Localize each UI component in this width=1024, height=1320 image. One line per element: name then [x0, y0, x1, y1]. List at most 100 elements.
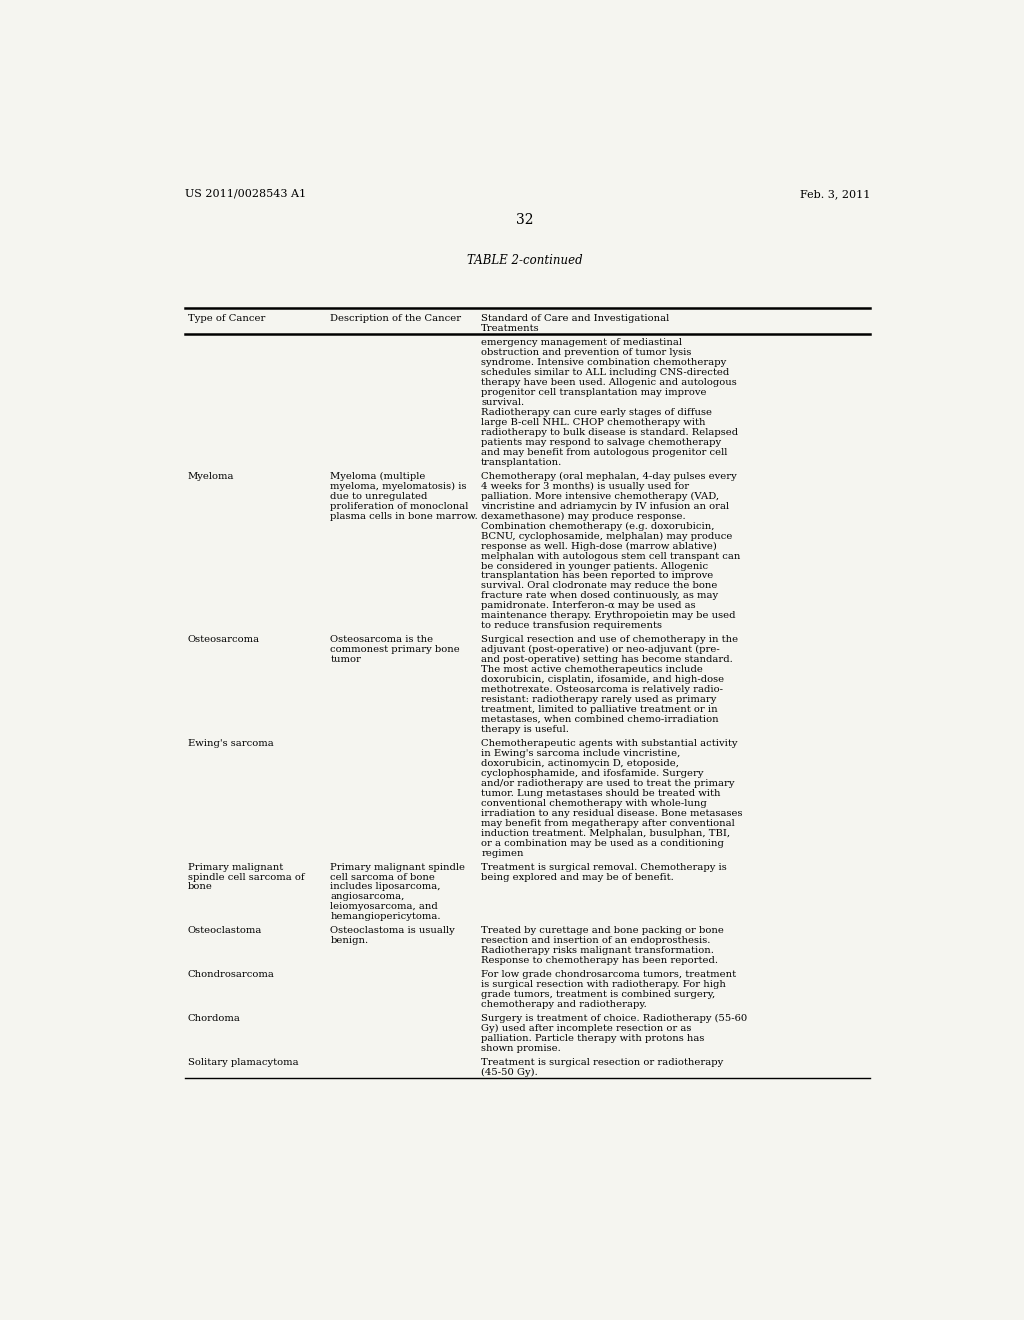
Text: and/or radiotherapy are used to treat the primary: and/or radiotherapy are used to treat th…	[481, 779, 734, 788]
Text: Primary malignant: Primary malignant	[187, 862, 283, 871]
Text: For low grade chondrosarcoma tumors, treatment: For low grade chondrosarcoma tumors, tre…	[481, 970, 736, 979]
Text: and may benefit from autologous progenitor cell: and may benefit from autologous progenit…	[481, 447, 727, 457]
Text: angiosarcoma,: angiosarcoma,	[331, 892, 404, 902]
Text: progenitor cell transplantation may improve: progenitor cell transplantation may impr…	[481, 388, 707, 397]
Text: survival. Oral clodronate may reduce the bone: survival. Oral clodronate may reduce the…	[481, 581, 718, 590]
Text: shown promise.: shown promise.	[481, 1044, 561, 1053]
Text: plasma cells in bone marrow.: plasma cells in bone marrow.	[331, 512, 478, 520]
Text: radiotherapy to bulk disease is standard. Relapsed: radiotherapy to bulk disease is standard…	[481, 428, 738, 437]
Text: and post-operative) setting has become standard.: and post-operative) setting has become s…	[481, 655, 733, 664]
Text: Osteoclastoma: Osteoclastoma	[187, 927, 262, 936]
Text: leiomyosarcoma, and: leiomyosarcoma, and	[331, 903, 438, 911]
Text: to reduce transfusion requirements: to reduce transfusion requirements	[481, 622, 663, 630]
Text: commonest primary bone: commonest primary bone	[331, 645, 460, 655]
Text: therapy is useful.: therapy is useful.	[481, 725, 569, 734]
Text: irradiation to any residual disease. Bone metasases: irradiation to any residual disease. Bon…	[481, 809, 742, 817]
Text: Solitary plamacytoma: Solitary plamacytoma	[187, 1059, 298, 1067]
Text: chemotherapy and radiotherapy.: chemotherapy and radiotherapy.	[481, 1001, 647, 1010]
Text: metastases, when combined chemo-irradiation: metastases, when combined chemo-irradiat…	[481, 715, 719, 723]
Text: induction treatment. Melphalan, busulphan, TBI,: induction treatment. Melphalan, busulpha…	[481, 829, 730, 838]
Text: Myeloma (multiple: Myeloma (multiple	[331, 471, 426, 480]
Text: (45-50 Gy).: (45-50 Gy).	[481, 1068, 538, 1077]
Text: Chordoma: Chordoma	[187, 1014, 241, 1023]
Text: large B-cell NHL. CHOP chemotherapy with: large B-cell NHL. CHOP chemotherapy with	[481, 418, 706, 426]
Text: Surgery is treatment of choice. Radiotherapy (55-60: Surgery is treatment of choice. Radiothe…	[481, 1014, 748, 1023]
Text: proliferation of monoclonal: proliferation of monoclonal	[331, 502, 469, 511]
Text: tumor. Lung metastases should be treated with: tumor. Lung metastases should be treated…	[481, 789, 721, 797]
Text: spindle cell sarcoma of: spindle cell sarcoma of	[187, 873, 304, 882]
Text: 32: 32	[516, 214, 534, 227]
Text: grade tumors, treatment is combined surgery,: grade tumors, treatment is combined surg…	[481, 990, 716, 999]
Text: 4 weeks for 3 months) is usually used for: 4 weeks for 3 months) is usually used fo…	[481, 482, 689, 491]
Text: transplantation has been reported to improve: transplantation has been reported to imp…	[481, 572, 714, 581]
Text: emergency management of mediastinal: emergency management of mediastinal	[481, 338, 682, 347]
Text: cyclophosphamide, and ifosfamide. Surgery: cyclophosphamide, and ifosfamide. Surger…	[481, 768, 703, 777]
Text: resistant: radiotherapy rarely used as primary: resistant: radiotherapy rarely used as p…	[481, 696, 717, 704]
Text: response as well. High-dose (marrow ablative): response as well. High-dose (marrow abla…	[481, 541, 717, 550]
Text: Treated by curettage and bone packing or bone: Treated by curettage and bone packing or…	[481, 927, 724, 936]
Text: hemangiopericytoma.: hemangiopericytoma.	[331, 912, 441, 921]
Text: Chemotherapy (oral mephalan, 4-day pulses every: Chemotherapy (oral mephalan, 4-day pulse…	[481, 471, 737, 480]
Text: palliation. More intensive chemotherapy (VAD,: palliation. More intensive chemotherapy …	[481, 492, 719, 500]
Text: Standard of Care and Investigational: Standard of Care and Investigational	[481, 314, 670, 323]
Text: Description of the Cancer: Description of the Cancer	[331, 314, 462, 323]
Text: methotrexate. Osteosarcoma is relatively radio-: methotrexate. Osteosarcoma is relatively…	[481, 685, 723, 694]
Text: dexamethasone) may produce response.: dexamethasone) may produce response.	[481, 512, 686, 521]
Text: regimen: regimen	[481, 849, 523, 858]
Text: patients may respond to salvage chemotherapy: patients may respond to salvage chemothe…	[481, 438, 721, 447]
Text: cell sarcoma of bone: cell sarcoma of bone	[331, 873, 435, 882]
Text: BCNU, cyclophosamide, melphalan) may produce: BCNU, cyclophosamide, melphalan) may pro…	[481, 532, 732, 541]
Text: Combination chemotherapy (e.g. doxorubicin,: Combination chemotherapy (e.g. doxorubic…	[481, 521, 715, 531]
Text: being explored and may be of benefit.: being explored and may be of benefit.	[481, 873, 674, 882]
Text: doxorubicin, cisplatin, ifosamide, and high-dose: doxorubicin, cisplatin, ifosamide, and h…	[481, 675, 724, 684]
Text: is surgical resection with radiotherapy. For high: is surgical resection with radiotherapy.…	[481, 981, 726, 989]
Text: Chemotherapeutic agents with substantial activity: Chemotherapeutic agents with substantial…	[481, 739, 737, 748]
Text: pamidronate. Interferon-α may be used as: pamidronate. Interferon-α may be used as	[481, 602, 695, 610]
Text: syndrome. Intensive combination chemotherapy: syndrome. Intensive combination chemothe…	[481, 358, 726, 367]
Text: transplantation.: transplantation.	[481, 458, 562, 467]
Text: may benefit from megatherapy after conventional: may benefit from megatherapy after conve…	[481, 818, 735, 828]
Text: Type of Cancer: Type of Cancer	[187, 314, 265, 323]
Text: Surgical resection and use of chemotherapy in the: Surgical resection and use of chemothera…	[481, 635, 738, 644]
Text: Gy) used after incomplete resection or as: Gy) used after incomplete resection or a…	[481, 1024, 691, 1034]
Text: Chondrosarcoma: Chondrosarcoma	[187, 970, 274, 979]
Text: Ewing's sarcoma: Ewing's sarcoma	[187, 739, 273, 748]
Text: myeloma, myelomatosis) is: myeloma, myelomatosis) is	[331, 482, 467, 491]
Text: US 2011/0028543 A1: US 2011/0028543 A1	[185, 189, 306, 199]
Text: palliation. Particle therapy with protons has: palliation. Particle therapy with proton…	[481, 1034, 705, 1043]
Text: Response to chemotherapy has been reported.: Response to chemotherapy has been report…	[481, 956, 718, 965]
Text: includes liposarcoma,: includes liposarcoma,	[331, 883, 441, 891]
Text: melphalan with autologous stem cell transpant can: melphalan with autologous stem cell tran…	[481, 552, 740, 561]
Text: obstruction and prevention of tumor lysis: obstruction and prevention of tumor lysi…	[481, 348, 691, 358]
Text: due to unregulated: due to unregulated	[331, 492, 428, 500]
Text: treatment, limited to palliative treatment or in: treatment, limited to palliative treatme…	[481, 705, 718, 714]
Text: The most active chemotherapeutics include: The most active chemotherapeutics includ…	[481, 665, 703, 675]
Text: or a combination may be used as a conditioning: or a combination may be used as a condit…	[481, 838, 724, 847]
Text: TABLE 2-continued: TABLE 2-continued	[467, 253, 583, 267]
Text: resection and insertion of an endoprosthesis.: resection and insertion of an endoprosth…	[481, 936, 711, 945]
Text: conventional chemotherapy with whole-lung: conventional chemotherapy with whole-lun…	[481, 799, 707, 808]
Text: in Ewing's sarcoma include vincristine,: in Ewing's sarcoma include vincristine,	[481, 748, 681, 758]
Text: Primary malignant spindle: Primary malignant spindle	[331, 862, 465, 871]
Text: survival.: survival.	[481, 399, 524, 407]
Text: adjuvant (post-operative) or neo-adjuvant (pre-: adjuvant (post-operative) or neo-adjuvan…	[481, 645, 720, 655]
Text: bone: bone	[187, 883, 212, 891]
Text: tumor: tumor	[331, 655, 361, 664]
Text: Myeloma: Myeloma	[187, 471, 234, 480]
Text: doxorubicin, actinomycin D, etoposide,: doxorubicin, actinomycin D, etoposide,	[481, 759, 679, 768]
Text: fracture rate when dosed continuously, as may: fracture rate when dosed continuously, a…	[481, 591, 718, 601]
Text: be considered in younger patients. Allogenic: be considered in younger patients. Allog…	[481, 561, 709, 570]
Text: schedules similar to ALL including CNS-directed: schedules similar to ALL including CNS-d…	[481, 368, 729, 378]
Text: Treatment is surgical removal. Chemotherapy is: Treatment is surgical removal. Chemother…	[481, 862, 727, 871]
Text: Radiotherapy risks malignant transformation.: Radiotherapy risks malignant transformat…	[481, 946, 714, 956]
Text: vincristine and adriamycin by IV infusion an oral: vincristine and adriamycin by IV infusio…	[481, 502, 729, 511]
Text: Osteosarcoma is the: Osteosarcoma is the	[331, 635, 433, 644]
Text: benign.: benign.	[331, 936, 369, 945]
Text: Treatments: Treatments	[481, 323, 540, 333]
Text: Feb. 3, 2011: Feb. 3, 2011	[800, 189, 870, 199]
Text: therapy have been used. Allogenic and autologous: therapy have been used. Allogenic and au…	[481, 378, 737, 387]
Text: Treatment is surgical resection or radiotherapy: Treatment is surgical resection or radio…	[481, 1059, 723, 1067]
Text: Osteoclastoma is usually: Osteoclastoma is usually	[331, 927, 455, 936]
Text: Osteosarcoma: Osteosarcoma	[187, 635, 260, 644]
Text: Radiotherapy can cure early stages of diffuse: Radiotherapy can cure early stages of di…	[481, 408, 712, 417]
